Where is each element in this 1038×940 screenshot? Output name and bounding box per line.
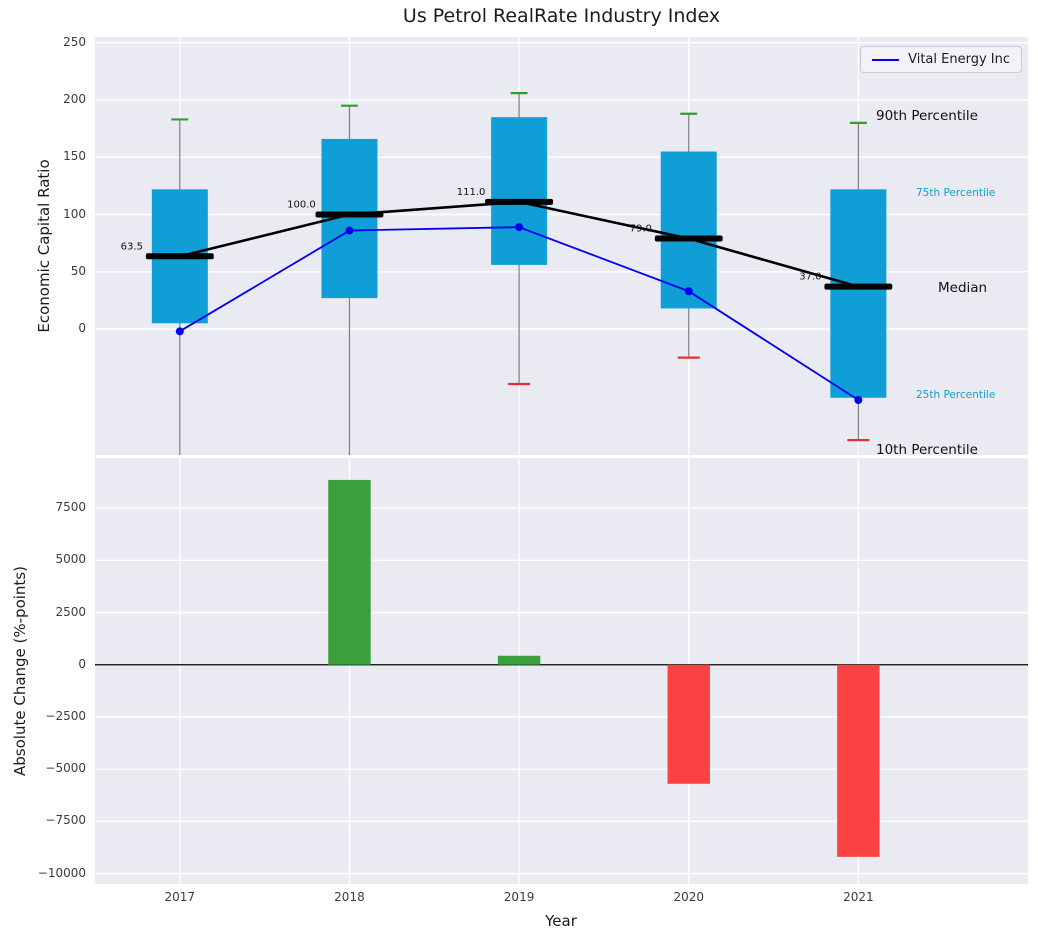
xtick-label: 2018 — [334, 890, 365, 904]
median-value-label: 111.0 — [457, 187, 486, 198]
bar-panel — [95, 458, 1028, 884]
xtick-label: 2017 — [164, 890, 196, 904]
median-bar-2019 — [485, 198, 554, 205]
xtick-label: 2020 — [673, 890, 704, 904]
change-bar-2021 — [837, 664, 880, 857]
percentile-annotation: 90th Percentile — [876, 108, 978, 125]
company-marker — [345, 226, 354, 235]
median-value-label: 100.0 — [287, 200, 316, 211]
median-bar-2017 — [145, 253, 214, 260]
xtick-label: 2019 — [503, 890, 535, 904]
iqr-box-2019 — [491, 117, 548, 265]
ytick-label: 200 — [63, 91, 86, 106]
company-marker — [515, 223, 524, 232]
median-value-label: 63.5 — [121, 241, 143, 252]
company-marker — [684, 287, 693, 296]
company-marker — [854, 396, 863, 405]
median-bar-2021 — [824, 283, 893, 290]
ytick-label: 50 — [70, 263, 86, 278]
iqr-box-2020 — [660, 151, 717, 309]
median-bar-2018 — [315, 211, 384, 218]
legend-line-icon — [872, 58, 900, 61]
median-value-label: 37.0 — [799, 272, 821, 283]
legend: Vital Energy Inc — [860, 46, 1022, 73]
xtick-label: 2021 — [843, 890, 874, 904]
ytick-label: 250 — [63, 34, 86, 49]
iqr-box-2021 — [830, 189, 887, 398]
ytick-label: −7500 — [45, 813, 86, 828]
x-axis-label: Year — [545, 912, 577, 930]
ytick-label: −2500 — [45, 708, 86, 723]
ytick-label: 5000 — [55, 552, 86, 567]
percentile-annotation: Median — [938, 279, 988, 296]
company-marker — [175, 327, 184, 336]
change-bar-2019 — [497, 655, 541, 665]
y-axis-label-bottom: Absolute Change (%-points) — [11, 566, 29, 776]
ytick-label: 0 — [78, 656, 86, 671]
median-bar-2020 — [654, 235, 723, 242]
ytick-label: 150 — [63, 149, 86, 164]
ytick-label: 0 — [78, 321, 86, 336]
ytick-label: 100 — [63, 206, 86, 221]
percentile-annotation: 25th Percentile — [916, 389, 996, 402]
change-bar-2020 — [667, 664, 710, 784]
median-value-label: 79.0 — [630, 224, 652, 235]
change-bar-2018 — [328, 479, 371, 665]
percentile-annotation: 10th Percentile — [876, 442, 978, 459]
y-axis-label-top: Economic Capital Ratio — [35, 159, 53, 333]
percentile-annotation: 75th Percentile — [916, 186, 996, 199]
ytick-label: 7500 — [55, 500, 86, 515]
chart-title: Us Petrol RealRate Industry Index — [402, 5, 721, 27]
ytick-label: −10000 — [37, 865, 86, 880]
boxplot-panel: 63.5 100.0 111.0 79.0 37.0 — [95, 37, 1028, 455]
legend-label: Vital Energy Inc — [908, 52, 1010, 67]
ytick-label: 2500 — [55, 604, 86, 619]
ytick-label: −5000 — [45, 761, 86, 776]
